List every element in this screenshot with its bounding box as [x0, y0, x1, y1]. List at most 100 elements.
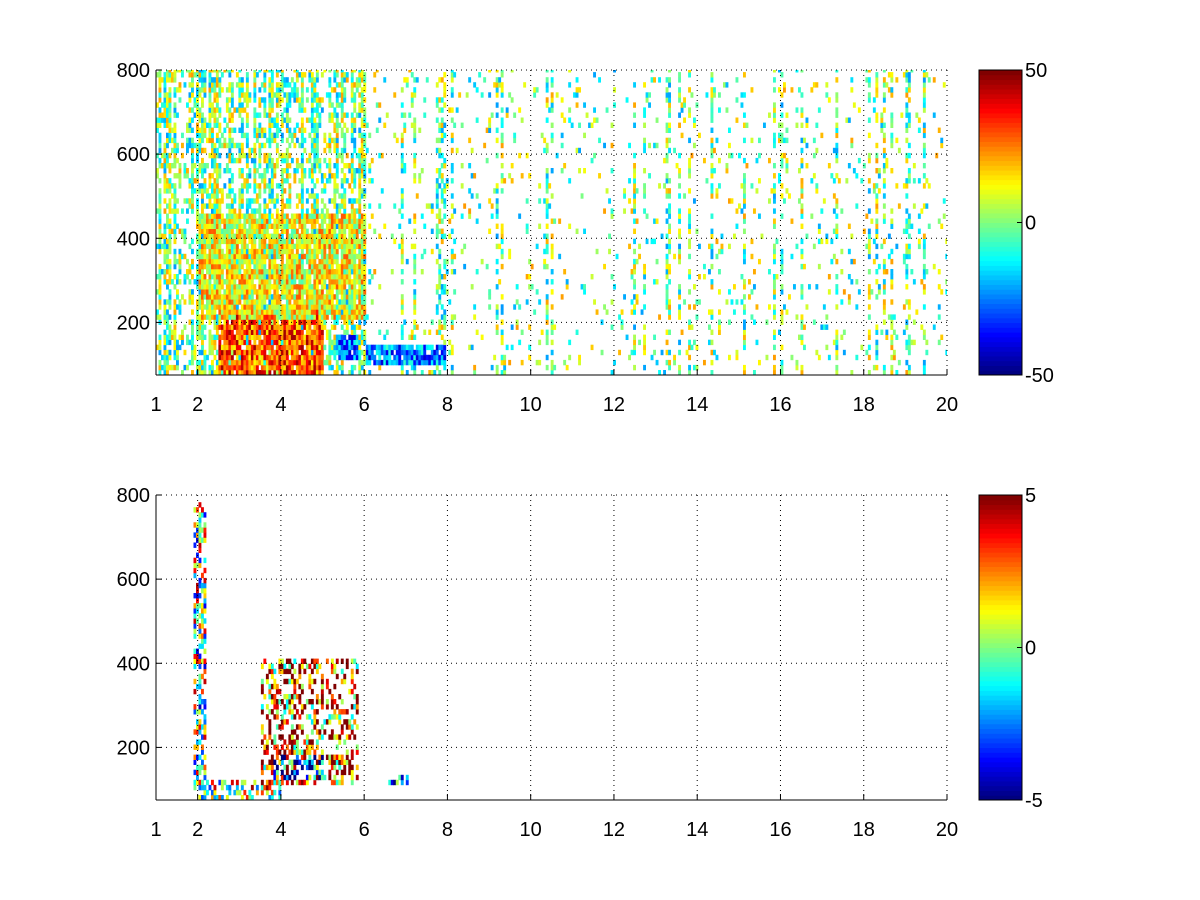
heatmap-cell	[300, 304, 304, 310]
heatmap-cell	[328, 309, 332, 315]
heatmap-cell	[633, 284, 636, 290]
heatmap-cell	[340, 349, 344, 356]
heatmap-cell	[198, 243, 202, 250]
heatmap-cell	[208, 339, 212, 346]
heatmap-cell	[360, 107, 364, 113]
heatmap-cell	[443, 309, 447, 315]
heatmap-cell	[233, 238, 237, 245]
heatmap-cell	[363, 218, 367, 224]
heatmap-cell	[248, 309, 252, 315]
heatmap-cell	[688, 208, 691, 214]
heatmap-cell	[208, 77, 212, 83]
heatmap-cell	[203, 354, 207, 361]
heatmap-cell	[260, 253, 264, 260]
heatmap-cell	[360, 284, 364, 290]
heatmap-cell	[628, 243, 631, 250]
heatmap-cell	[166, 243, 169, 250]
heatmap-cell	[872, 107, 876, 113]
heatmap-cell	[350, 77, 354, 83]
heatmap-cell	[295, 213, 299, 219]
heatmap-cell	[355, 198, 359, 204]
heatmap-cell	[800, 178, 804, 184]
heatmap-cell	[173, 364, 177, 371]
heatmap-cell	[835, 228, 839, 234]
heatmap-cell	[545, 213, 549, 219]
heatmap-cell	[338, 102, 342, 108]
heatmap-cell	[340, 359, 344, 366]
heatmap-cell	[158, 344, 162, 351]
heatmap-cell	[218, 349, 222, 356]
heatmap-cell	[360, 274, 364, 280]
heatmap-cell	[867, 82, 871, 88]
heatmap-cell	[355, 208, 359, 214]
heatmap-cell	[330, 284, 334, 290]
heatmap-cell	[348, 314, 352, 320]
heatmap-cell	[176, 70, 179, 73]
heatmap-cell	[198, 112, 202, 118]
heatmap-cell	[243, 314, 247, 320]
heatmap-cell	[360, 102, 364, 108]
heatmap-cell	[275, 289, 279, 295]
heatmap-cell	[335, 188, 339, 194]
heatmap-cell	[263, 274, 267, 280]
heatmap-cell	[201, 188, 204, 194]
heatmap-cell	[191, 324, 194, 330]
heatmap-cell	[805, 233, 809, 239]
heatmap-cell	[198, 228, 202, 234]
heatmap-cell	[773, 102, 776, 108]
heatmap-cell	[228, 132, 232, 139]
heatmap-cell	[186, 147, 189, 154]
heatmap-cell	[318, 354, 322, 361]
heatmap-cell	[678, 72, 681, 78]
heatmap-cell	[305, 349, 309, 356]
heatmap-cell	[290, 329, 294, 335]
heatmap-cell	[268, 258, 272, 265]
heatmap-cell	[270, 157, 274, 164]
heatmap-cell	[298, 72, 302, 78]
heatmap-cell	[310, 304, 314, 310]
heatmap-cell	[363, 279, 367, 285]
heatmap-cell	[303, 324, 307, 330]
heatmap-cell	[365, 344, 369, 351]
heatmap-cell	[223, 354, 227, 361]
heatmap-cell	[350, 294, 354, 300]
heatmap-cell	[273, 319, 277, 325]
heatmap-cell	[633, 263, 636, 270]
heatmap-cell	[343, 354, 347, 361]
heatmap-cell	[852, 168, 856, 174]
heatmap-cell	[248, 324, 252, 330]
heatmap-cell	[295, 218, 299, 224]
heatmap-cell	[238, 173, 242, 179]
heatmap-cell	[740, 208, 744, 214]
heatmap-cell	[240, 279, 244, 285]
heatmap-cell	[420, 269, 424, 275]
heatmap-cell	[245, 274, 249, 280]
heatmap-cell	[288, 263, 292, 270]
heatmap-cell	[450, 107, 454, 113]
heatmap-cell	[173, 238, 177, 245]
heatmap-cell	[211, 284, 214, 290]
heatmap-cell	[233, 213, 237, 219]
heatmap-cell	[280, 112, 284, 118]
heatmap-cell	[315, 329, 319, 335]
heatmap-cell	[201, 359, 204, 366]
heatmap-cell	[310, 203, 314, 209]
heatmap-cell	[228, 248, 232, 255]
heatmap-cell	[593, 107, 596, 113]
heatmap-cell	[420, 354, 424, 361]
heatmap-cell	[168, 132, 172, 139]
heatmap-cell	[753, 269, 756, 275]
heatmap-cell	[855, 304, 859, 310]
heatmap-cell	[350, 82, 354, 88]
heatmap-cell	[228, 370, 232, 375]
heatmap-cell	[325, 284, 329, 290]
heatmap-cell	[288, 324, 292, 330]
heatmap-cell	[198, 168, 202, 174]
heatmap-cell	[383, 344, 387, 351]
heatmap-cell	[378, 359, 382, 366]
heatmap-cell	[510, 163, 514, 169]
heatmap-cell	[305, 284, 309, 290]
heatmap-cell	[545, 87, 549, 93]
heatmap-cell	[158, 188, 162, 194]
heatmap-cell	[280, 334, 284, 340]
